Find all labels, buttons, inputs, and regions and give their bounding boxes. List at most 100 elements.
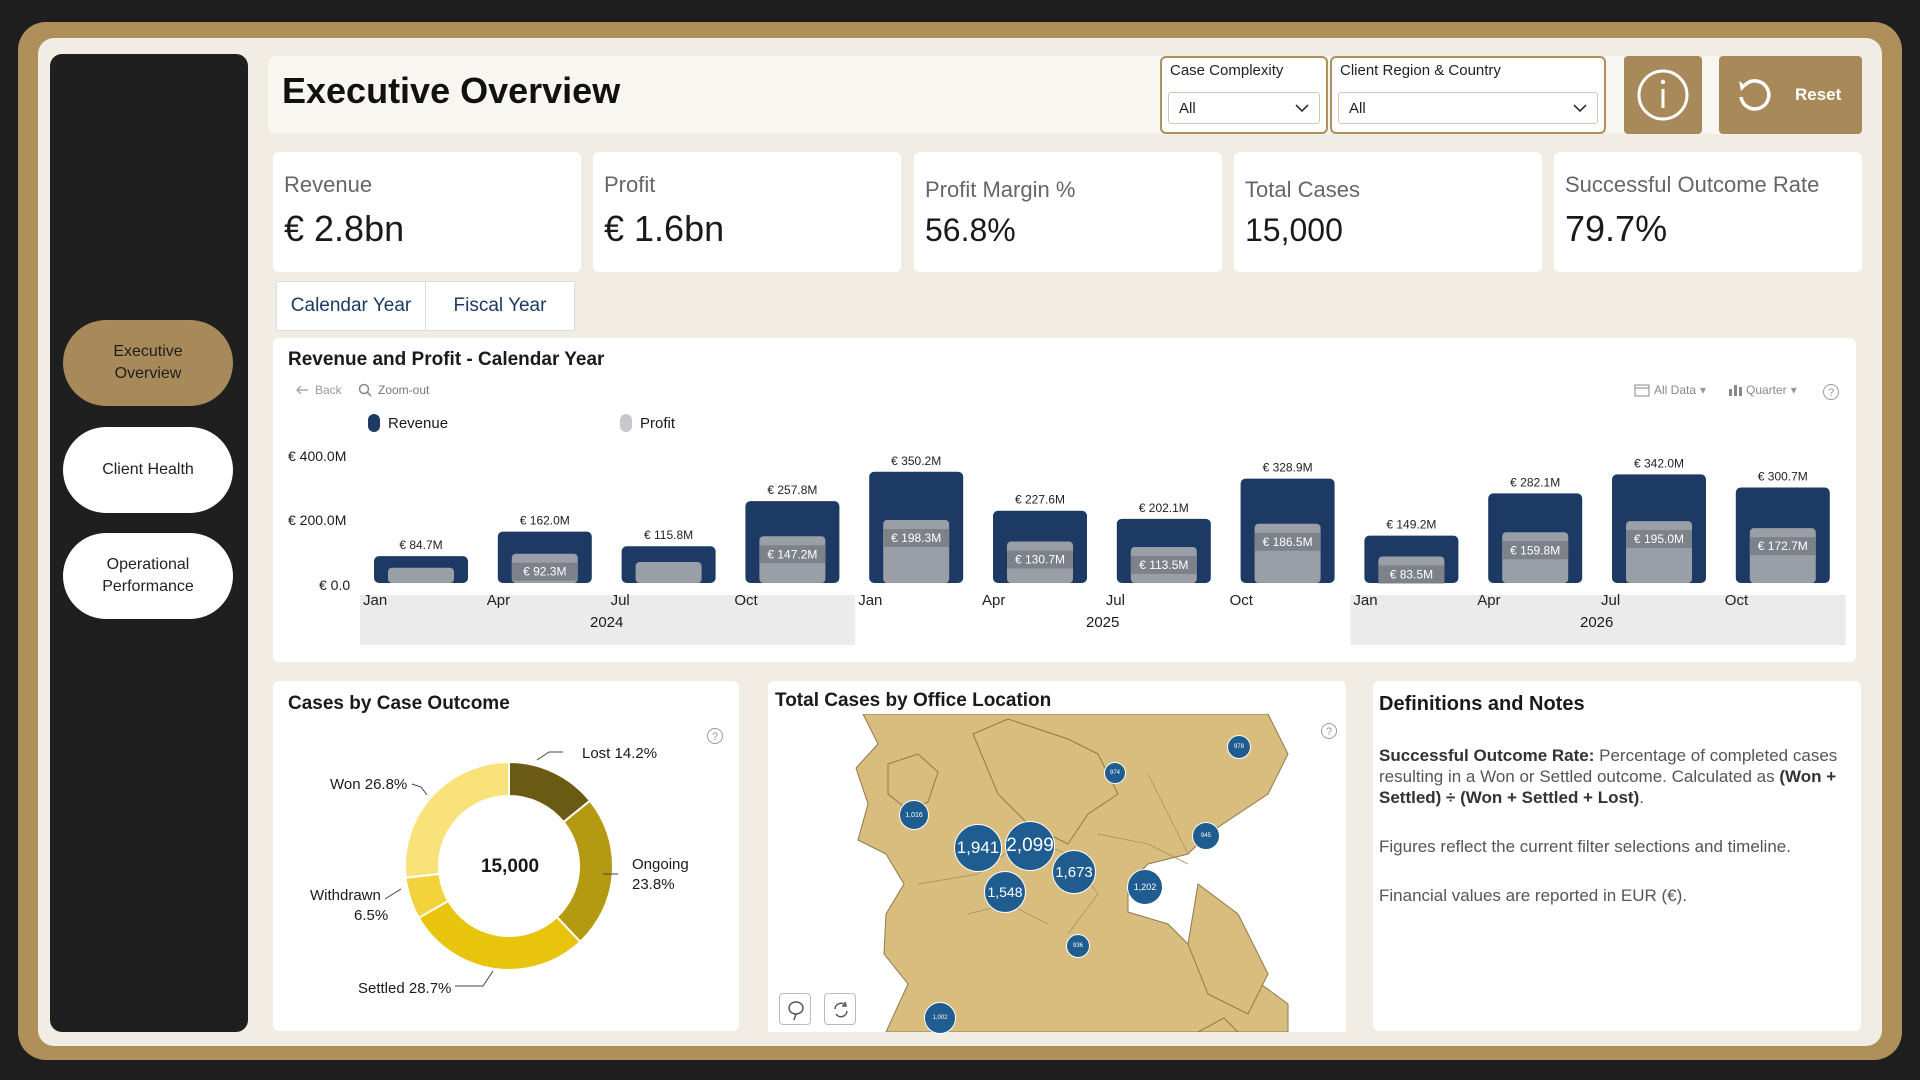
map-bubble[interactable]: 1,941 bbox=[954, 824, 1002, 872]
balkans-shape bbox=[1187, 883, 1269, 1015]
definition-formula: (Won + Settled) ÷ (Won + Settled + Lost) bbox=[1379, 767, 1837, 807]
revenue-data-label: € 257.8M bbox=[767, 483, 817, 497]
revenue-chart-title: Revenue and Profit - Calendar Year bbox=[288, 349, 605, 370]
tab-calendar-year[interactable]: Calendar Year bbox=[276, 281, 426, 331]
revenue-data-label: € 115.8M bbox=[644, 528, 693, 542]
info-icon bbox=[1637, 69, 1689, 121]
label-withdrawn-pct: 6.5% bbox=[354, 907, 389, 924]
revenue-data-label: € 227.6M bbox=[1015, 493, 1065, 507]
profit-data-label: € 198.3M bbox=[891, 531, 941, 545]
map-bubble[interactable]: 978 bbox=[1227, 735, 1251, 759]
donut-slice-won[interactable] bbox=[404, 760, 510, 879]
x-tick-label: Jul bbox=[611, 592, 630, 609]
y-tick-label: € 0.0 bbox=[319, 577, 351, 593]
map-bubble[interactable]: 1,202 bbox=[1127, 869, 1163, 905]
map-bubble[interactable]: 1,548 bbox=[984, 871, 1026, 913]
kpi-label: Profit Margin % bbox=[925, 177, 1076, 202]
profit-data-label: € 130.7M bbox=[1015, 553, 1065, 567]
back-label: Back bbox=[315, 383, 342, 397]
map-search-button[interactable] bbox=[779, 993, 811, 1025]
nav-operational-performance[interactable]: Operational Performance bbox=[63, 533, 233, 619]
donut-center-total: 15,000 bbox=[480, 856, 540, 877]
label-lost: Lost 14.2% bbox=[582, 745, 658, 762]
chevron-down-icon bbox=[1573, 104, 1587, 113]
profit-label-bg bbox=[1254, 532, 1321, 551]
page-title: Executive Overview bbox=[282, 70, 621, 111]
calendar-icon bbox=[1634, 384, 1650, 397]
tab-fiscal-year[interactable]: Fiscal Year bbox=[425, 281, 575, 331]
info-button[interactable] bbox=[1624, 56, 1702, 134]
client-region-slicer[interactable]: Client Region & Country All bbox=[1330, 56, 1606, 134]
map-bubble[interactable]: 945 bbox=[1192, 822, 1220, 850]
reset-button[interactable]: Reset bbox=[1719, 56, 1862, 134]
year-band bbox=[1350, 595, 1846, 645]
profit-label-bg bbox=[1626, 530, 1692, 549]
all-data-label: All Data bbox=[1654, 383, 1697, 397]
x-tick-label: Jan bbox=[858, 592, 882, 609]
bar-chart-icon bbox=[1729, 385, 1742, 396]
map-bubble[interactable]: 2,099 bbox=[1005, 821, 1055, 871]
quarter-dropdown[interactable]: Quarter ▾ bbox=[1728, 383, 1797, 397]
definition-end: . bbox=[1639, 788, 1644, 807]
map-refresh-button[interactable] bbox=[824, 993, 856, 1025]
profit-label-bg bbox=[1749, 537, 1816, 556]
kpi-value: € 2.8bn bbox=[284, 208, 405, 249]
kpi-value: € 1.6bn bbox=[604, 208, 725, 249]
profit-data-label: € 113.5M bbox=[1139, 558, 1188, 572]
profit-bar[interactable] bbox=[388, 567, 454, 583]
note-filters: Figures reflect the current filter selec… bbox=[1379, 837, 1791, 856]
case-complexity-slicer[interactable]: Case Complexity All bbox=[1160, 56, 1328, 134]
map-bubble[interactable]: 1,673 bbox=[1052, 850, 1096, 894]
slicer-value: All bbox=[1349, 100, 1366, 117]
all-data-dropdown[interactable]: All Data ▾ bbox=[1634, 383, 1706, 397]
label-withdrawn: Withdrawn bbox=[310, 887, 381, 904]
southeast-shape bbox=[1197, 1017, 1239, 1032]
kpi-label: Profit bbox=[604, 172, 656, 197]
legend-profit: Profit bbox=[620, 414, 675, 432]
map-bubble[interactable]: 1,002 bbox=[924, 1002, 956, 1034]
map-bubble[interactable]: 936 bbox=[1066, 934, 1090, 958]
definition-text: Percentage of completed cases resulting … bbox=[1379, 746, 1838, 786]
x-tick-label: Jan bbox=[1353, 592, 1377, 609]
donut-slice-settled[interactable] bbox=[417, 899, 582, 971]
quarter-label: Quarter bbox=[1746, 383, 1787, 397]
case-complexity-dropdown[interactable]: All bbox=[1168, 92, 1320, 124]
nav-executive-overview[interactable]: Executive Overview bbox=[63, 320, 233, 406]
revenue-data-label: € 162.0M bbox=[520, 514, 570, 528]
map-bubble[interactable]: 1,016 bbox=[899, 800, 929, 830]
zoom-out-label: Zoom-out bbox=[378, 383, 430, 397]
caret-down-icon: ▾ bbox=[1790, 383, 1797, 397]
revenue-data-label: € 202.1M bbox=[1139, 501, 1189, 515]
help-icon[interactable]: ? bbox=[1320, 722, 1338, 740]
kpi-value: 56.8% bbox=[925, 212, 1016, 248]
profit-data-label: € 159.8M bbox=[1510, 543, 1560, 557]
reset-label: Reset bbox=[1795, 85, 1842, 104]
kpi-value: 79.7% bbox=[1565, 208, 1668, 249]
slicer-label: Client Region & Country bbox=[1340, 62, 1501, 79]
profit-bar[interactable] bbox=[1749, 528, 1816, 583]
revenue-data-label: € 149.2M bbox=[1386, 518, 1436, 532]
kpi-label: Revenue bbox=[284, 172, 373, 197]
y-tick-label: € 400.0M bbox=[288, 448, 347, 464]
client-region-dropdown[interactable]: All bbox=[1338, 92, 1598, 124]
profit-data-label: € 92.3M bbox=[523, 565, 566, 579]
zoom-out-button[interactable]: Zoom-out bbox=[358, 383, 429, 397]
profit-label-bg bbox=[1378, 565, 1445, 584]
profit-bar[interactable] bbox=[1254, 523, 1321, 583]
help-icon[interactable]: ? bbox=[706, 727, 724, 745]
profit-data-label: € 83.5M bbox=[1390, 567, 1433, 581]
nav-client-health[interactable]: Client Health bbox=[63, 427, 233, 513]
year-band-2024 bbox=[360, 635, 857, 643]
revenue-profit-chart: € 84.7M Jan € 162.0M € 92.3M Apr € 115.8M Jul €… bbox=[360, 454, 1846, 645]
map-bubble[interactable]: 974 bbox=[1104, 762, 1126, 784]
x-tick-label: Apr bbox=[982, 592, 1005, 609]
profit-bar[interactable] bbox=[635, 562, 702, 583]
kpi-label: Total Cases bbox=[1245, 177, 1360, 202]
back-button[interactable]: Back bbox=[295, 383, 342, 397]
refresh-icon bbox=[834, 1001, 848, 1018]
revenue-data-label: € 282.1M bbox=[1510, 475, 1560, 489]
x-tick-label: Oct bbox=[734, 592, 758, 609]
year-label-2024: 2024 bbox=[590, 614, 624, 631]
help-icon[interactable]: ? bbox=[1822, 383, 1840, 401]
british-isles-shape bbox=[887, 753, 939, 811]
